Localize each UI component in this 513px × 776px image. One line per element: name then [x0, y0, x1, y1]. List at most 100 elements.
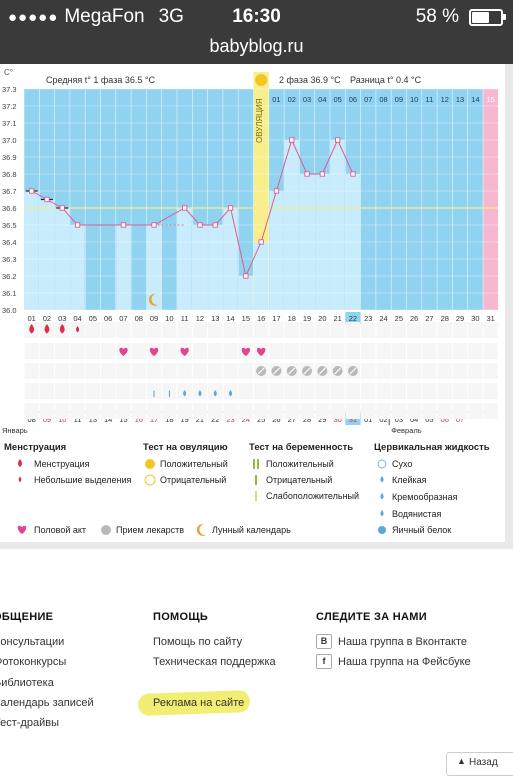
date-label: 24 [242, 415, 250, 424]
x-tick-label: 30 [471, 314, 479, 323]
heart-icon [241, 347, 251, 356]
legend-spotting: Небольшие выделения [34, 475, 132, 485]
mark-cell [269, 343, 284, 359]
pill-line [334, 367, 342, 375]
footer-link-advertising[interactable]: Реклама на сайте [153, 697, 245, 709]
mark-cell [284, 322, 299, 338]
mark-cell [85, 343, 100, 359]
temperature-bar [116, 225, 131, 310]
mark-cell [483, 322, 498, 338]
x-tick-label: 23 [364, 314, 372, 323]
mark-cell [101, 363, 116, 379]
mark-cell [162, 383, 177, 399]
footer-link-test-drives[interactable]: Тест-драйвы [0, 717, 59, 729]
temperature-point [151, 222, 157, 228]
pill-line [349, 367, 357, 375]
mark-cell [345, 343, 361, 359]
x-tick-label: 28 [441, 314, 449, 323]
carrier: ●●●●● MegaFon 3G [8, 6, 184, 27]
y-tick-label: 36.5 [2, 221, 17, 230]
date-label: 25 [257, 415, 265, 424]
footer-follow-title: СЛЕДИТЕ ЗА НАМИ [316, 611, 427, 623]
mark-cell [254, 403, 269, 419]
heart-icon [149, 347, 159, 356]
x-tick-label: 26 [410, 314, 418, 323]
back-button[interactable]: ▲ Назад [446, 752, 513, 776]
x-tick-label: 04 [73, 314, 81, 323]
date-label: 03 [395, 415, 403, 424]
mark-cell [131, 403, 146, 419]
pill-line [303, 367, 311, 375]
x-tick-label: 06 [104, 314, 112, 323]
vk-icon[interactable]: B [316, 634, 332, 649]
temperature-point [289, 137, 295, 143]
footer-link-facebook[interactable]: Наша группа на Фейсбуке [338, 656, 471, 668]
date-label: 05 [425, 415, 433, 424]
mark-cell [422, 403, 437, 419]
pr-positive-icon [257, 459, 259, 469]
footer-link-calendar[interactable]: Календарь записей [0, 697, 94, 709]
legend-menstruation-title: Менструация [4, 442, 67, 453]
mark-cell [238, 363, 253, 379]
heart-icon [119, 347, 128, 356]
mark-cell [391, 343, 406, 359]
address-bar[interactable]: babyblog.ru [209, 36, 304, 56]
legend-ov-positive: Положительный [160, 459, 228, 469]
heart-icon [256, 347, 266, 356]
phase2-day-label: 13 [456, 95, 464, 104]
legend-intercourse: Половой акт [34, 525, 87, 535]
mark-cell [299, 403, 315, 419]
footer-link-consultations[interactable]: Консультации [0, 636, 65, 648]
date-label: 13 [89, 415, 97, 424]
watery-drop-icon [183, 390, 187, 397]
date-label: 15 [119, 415, 127, 424]
date-label: 01 [364, 415, 372, 424]
phase2-day-label: 07 [364, 95, 372, 104]
mark-cell [437, 343, 452, 359]
mark-cell [208, 363, 223, 379]
mark-cell [468, 383, 483, 399]
sticky-icon: I [153, 389, 156, 399]
mark-cell [361, 363, 376, 379]
mark-cell [407, 322, 422, 338]
phase2-average: 2 фаза 36.9 °C [279, 75, 341, 85]
date-label: 17 [150, 415, 158, 424]
x-tick-label: 05 [89, 314, 97, 323]
mark-cell [70, 383, 85, 399]
y-tick-label: 36.3 [2, 255, 17, 264]
facebook-icon[interactable]: f [316, 654, 332, 669]
mark-cell [39, 363, 55, 379]
x-tick-label: 12 [196, 314, 204, 323]
mark-cell [422, 363, 437, 379]
spotting-icon [18, 476, 22, 483]
menstruation-drop-icon [29, 324, 35, 334]
x-tick-label: 02 [43, 314, 51, 323]
y-tick-label: 37.3 [2, 85, 17, 94]
watery-legend-icon [380, 510, 384, 517]
footer-link-vk[interactable]: Наша группа в Вконтакте [338, 636, 468, 648]
mark-cell [422, 322, 437, 338]
mark-cell [85, 383, 100, 399]
legend-menstruation: Менструация [34, 459, 90, 469]
mark-cell [146, 322, 162, 338]
mark-cell [101, 403, 116, 419]
mark-cell [85, 363, 100, 379]
mark-cell [131, 343, 146, 359]
spotting-drop-icon [75, 326, 80, 333]
footer-community-title: ОБЩЕНИЕ [0, 611, 54, 623]
mark-cell [330, 383, 345, 399]
date-label: 30 [333, 415, 341, 424]
mark-cell [208, 322, 223, 338]
chart-panel: 37.3 37.2 37.1 37.0 36.9 36.8 36.7 36.6 36.5 36.4… [0, 64, 513, 549]
mark-cell [85, 322, 100, 338]
footer-link-site-help[interactable]: Помощь по сайту [153, 636, 243, 648]
mark-cell [162, 363, 177, 379]
mark-cell [468, 343, 483, 359]
x-tick-label: 13 [211, 314, 219, 323]
mark-cell [437, 322, 452, 338]
footer-link-support[interactable]: Техническая поддержка [153, 656, 276, 668]
battery: 58 % [416, 6, 506, 28]
footer-link-photo-contests[interactable]: Фотоконкурсы [0, 656, 67, 668]
footer-link-library[interactable]: Библиотека [0, 677, 54, 689]
phase2-day-label: 06 [349, 95, 357, 104]
